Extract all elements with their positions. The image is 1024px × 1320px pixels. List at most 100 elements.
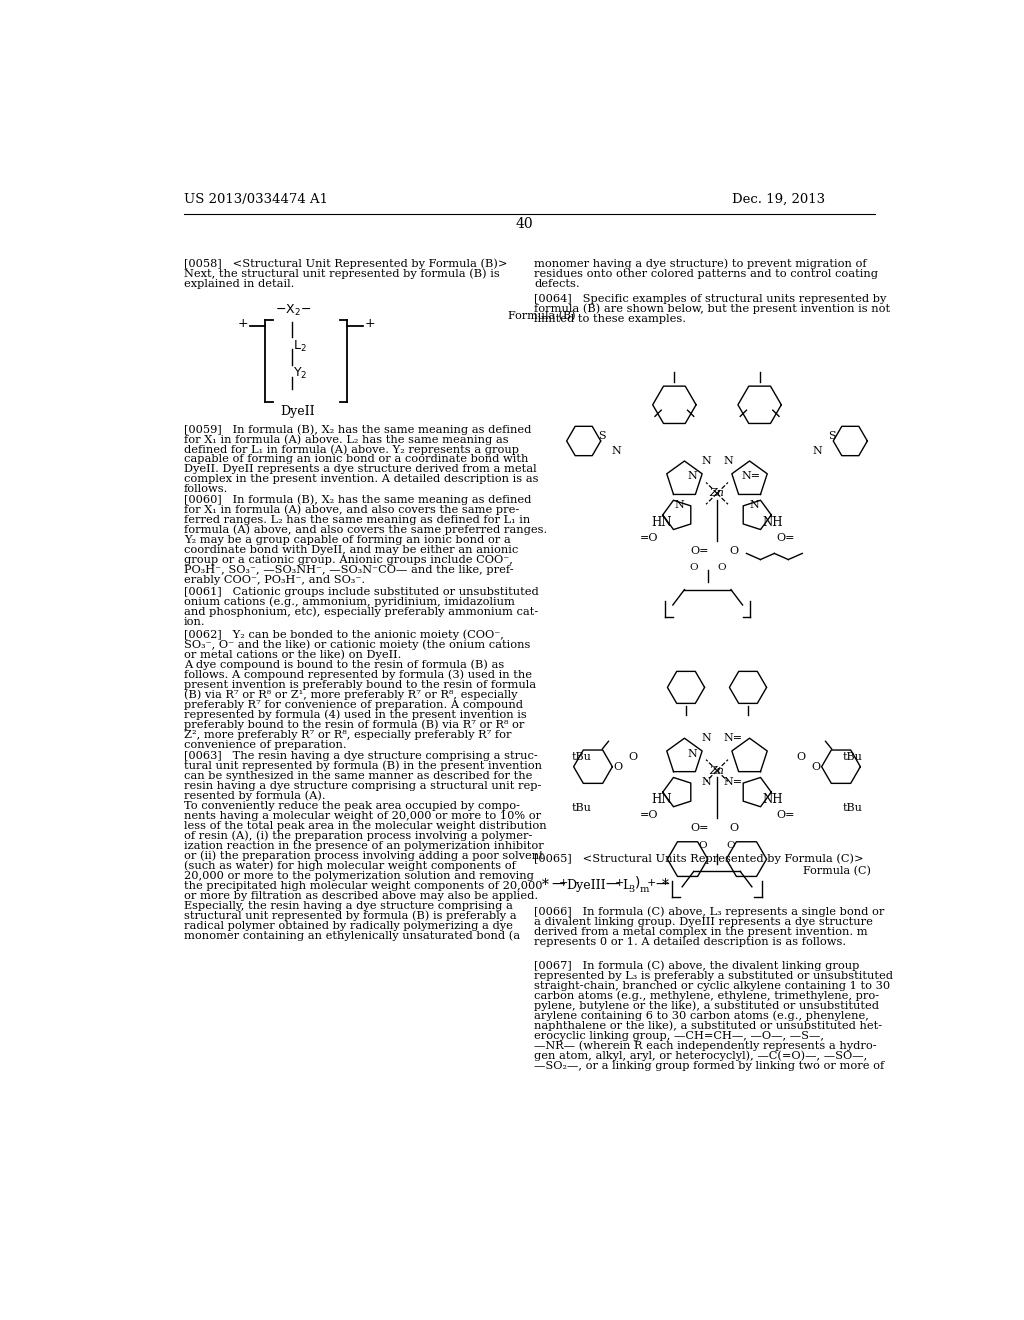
- Text: $-\mathregular{X}_2\!-$: $-\mathregular{X}_2\!-$: [275, 302, 312, 318]
- Text: tBu: tBu: [571, 803, 591, 813]
- Text: O=: O=: [776, 533, 795, 543]
- Text: Zn: Zn: [710, 766, 724, 776]
- Text: HN: HN: [651, 516, 672, 529]
- Text: ferred ranges. L₂ has the same meaning as defined for L₁ in: ferred ranges. L₂ has the same meaning a…: [183, 515, 530, 525]
- Text: N: N: [687, 748, 697, 759]
- Text: O: O: [796, 751, 805, 762]
- Text: onium cations (e.g., ammonium, pyridinium, imidazolium: onium cations (e.g., ammonium, pyridiniu…: [183, 597, 515, 607]
- Text: for X₁ in formula (A) above, and also covers the same pre-: for X₁ in formula (A) above, and also co…: [183, 506, 519, 516]
- Text: —: —: [655, 878, 669, 892]
- Text: follows.: follows.: [183, 484, 228, 494]
- Text: S: S: [598, 430, 606, 441]
- Text: tBu: tBu: [571, 751, 591, 762]
- Text: O: O: [689, 564, 698, 573]
- Text: tural unit represented by formula (B) in the present invention: tural unit represented by formula (B) in…: [183, 760, 542, 771]
- Text: structural unit represented by formula (B) is preferably a: structural unit represented by formula (…: [183, 911, 516, 921]
- Text: group or a cationic group. Anionic groups include COO⁻,: group or a cationic group. Anionic group…: [183, 554, 513, 565]
- Text: N: N: [687, 471, 697, 482]
- Text: NH: NH: [763, 793, 783, 807]
- Text: HN: HN: [651, 793, 672, 807]
- Text: carbon atoms (e.g., methylene, ethylene, trimethylene, pro-: carbon atoms (e.g., methylene, ethylene,…: [535, 991, 880, 1002]
- Text: +: +: [365, 317, 375, 330]
- Text: [0060]   In formula (B), X₂ has the same meaning as defined: [0060] In formula (B), X₂ has the same m…: [183, 495, 531, 506]
- Text: present invention is preferably bound to the resin of formula: present invention is preferably bound to…: [183, 680, 536, 689]
- Text: DyeII: DyeII: [281, 405, 315, 418]
- Text: or more by filtration as described above may also be applied.: or more by filtration as described above…: [183, 891, 538, 900]
- Text: O: O: [613, 762, 623, 772]
- Text: O: O: [729, 546, 738, 556]
- Text: $\mathregular{L}_2$: $\mathregular{L}_2$: [293, 339, 307, 354]
- Text: explained in detail.: explained in detail.: [183, 279, 294, 289]
- Text: Z², more preferably R⁷ or R⁸, especially preferably R⁷ for: Z², more preferably R⁷ or R⁸, especially…: [183, 730, 511, 739]
- Text: [0062]   Y₂ can be bonded to the anionic moiety (COO⁻,: [0062] Y₂ can be bonded to the anionic m…: [183, 630, 504, 640]
- Text: and phosphonium, etc), especially preferably ammonium cat-: and phosphonium, etc), especially prefer…: [183, 607, 538, 618]
- Text: N: N: [723, 455, 733, 466]
- Text: [0059]   In formula (B), X₂ has the same meaning as defined: [0059] In formula (B), X₂ has the same m…: [183, 424, 531, 434]
- Text: pylene, butylene or the like), a substituted or unsubstituted: pylene, butylene or the like), a substit…: [535, 1001, 879, 1011]
- Text: represented by L₃ is preferably a substituted or unsubstituted: represented by L₃ is preferably a substi…: [535, 970, 893, 981]
- Text: Zn: Zn: [710, 488, 724, 499]
- Text: residues onto other colored patterns and to control coating: residues onto other colored patterns and…: [535, 268, 879, 279]
- Text: defined for L₁ in formula (A) above. Y₂ represents a group: defined for L₁ in formula (A) above. Y₂ …: [183, 444, 519, 454]
- Text: complex in the present invention. A detailed description is as: complex in the present invention. A deta…: [183, 474, 539, 484]
- Text: *: *: [662, 878, 669, 892]
- Text: N: N: [675, 500, 685, 510]
- Text: N=: N=: [723, 777, 742, 787]
- Text: L: L: [623, 879, 631, 892]
- Text: $\mathregular{Y}_2$: $\mathregular{Y}_2$: [293, 367, 307, 381]
- Text: m: m: [640, 884, 649, 894]
- Text: Y₂ may be a group capable of forming an ionic bond or a: Y₂ may be a group capable of forming an …: [183, 535, 511, 545]
- Text: SO₃⁻, O⁻ and the like) or cationic moiety (the onium cations: SO₃⁻, O⁻ and the like) or cationic moiet…: [183, 640, 530, 651]
- Text: O=: O=: [776, 810, 795, 820]
- Text: *: *: [542, 878, 549, 892]
- Text: =O: =O: [640, 810, 658, 820]
- Text: —NR— (wherein R each independently represents a hydro-: —NR— (wherein R each independently repre…: [535, 1040, 877, 1052]
- Text: less of the total peak area in the molecular weight distribution: less of the total peak area in the molec…: [183, 821, 547, 830]
- Text: gen atom, alkyl, aryl, or heterocyclyl), —C(=O)—, —SO—,: gen atom, alkyl, aryl, or heterocyclyl),…: [535, 1051, 867, 1061]
- Text: monomer containing an ethylenically unsaturated bond (a: monomer containing an ethylenically unsa…: [183, 931, 520, 941]
- Text: ion.: ion.: [183, 616, 206, 627]
- Text: Formula (C): Formula (C): [803, 866, 870, 876]
- Text: ization reaction in the presence of an polymerization inhibitor: ization reaction in the presence of an p…: [183, 841, 544, 850]
- Text: preferably R⁷ for convenience of preparation. A compound: preferably R⁷ for convenience of prepara…: [183, 700, 523, 710]
- Text: (such as water) for high molecular weight components of: (such as water) for high molecular weigh…: [183, 861, 516, 871]
- Text: N=: N=: [723, 733, 742, 743]
- Text: nents having a molecular weight of 20,000 or more to 10% or: nents having a molecular weight of 20,00…: [183, 810, 541, 821]
- Text: 40: 40: [516, 216, 534, 231]
- Text: 20,000 or more to the polymerization solution and removing: 20,000 or more to the polymerization sol…: [183, 871, 534, 880]
- Text: DyeIII: DyeIII: [566, 879, 606, 892]
- Text: O=: O=: [691, 824, 710, 833]
- Text: O: O: [629, 751, 638, 762]
- Text: N: N: [701, 777, 711, 787]
- Text: erably COO⁻, PO₃H⁻, and SO₃⁻.: erably COO⁻, PO₃H⁻, and SO₃⁻.: [183, 576, 365, 585]
- Text: A dye compound is bound to the resin of formula (B) as: A dye compound is bound to the resin of …: [183, 660, 504, 671]
- Text: Dec. 19, 2013: Dec. 19, 2013: [732, 193, 825, 206]
- Text: formula (B) are shown below, but the present invention is not: formula (B) are shown below, but the pre…: [535, 304, 890, 314]
- Text: (B) via R⁷ or R⁸ or Z¹, more preferably R⁷ or R⁸, especially: (B) via R⁷ or R⁸ or Z¹, more preferably …: [183, 689, 517, 701]
- Text: capable of forming an ionic bond or a coordinate bond with: capable of forming an ionic bond or a co…: [183, 454, 528, 465]
- Text: coordinate bond with DyeII, and may be either an anionic: coordinate bond with DyeII, and may be e…: [183, 545, 518, 554]
- Text: Especially, the resin having a dye structure comprising a: Especially, the resin having a dye struc…: [183, 900, 513, 911]
- Text: can be synthesized in the same manner as described for the: can be synthesized in the same manner as…: [183, 771, 532, 780]
- Text: —SO₂—, or a linking group formed by linking two or more of: —SO₂—, or a linking group formed by link…: [535, 1061, 885, 1071]
- Text: or metal cations or the like) on DyeII.: or metal cations or the like) on DyeII.: [183, 649, 401, 660]
- Text: straight-chain, branched or cyclic alkylene containing 1 to 30: straight-chain, branched or cyclic alkyl…: [535, 981, 890, 991]
- Text: [0067]   In formula (C) above, the divalent linking group: [0067] In formula (C) above, the divalen…: [535, 961, 859, 972]
- Text: radical polymer obtained by radically polymerizing a dye: radical polymer obtained by radically po…: [183, 921, 513, 931]
- Text: represents 0 or 1. A detailed description is as follows.: represents 0 or 1. A detailed descriptio…: [535, 937, 846, 946]
- Text: —: —: [605, 878, 620, 892]
- Text: or (ii) the preparation process involving adding a poor solvent: or (ii) the preparation process involvin…: [183, 850, 544, 861]
- Text: To conveniently reduce the peak area occupied by compo-: To conveniently reduce the peak area occ…: [183, 800, 520, 810]
- Text: O: O: [729, 824, 738, 833]
- Text: of resin (A), (i) the preparation process involving a polymer-: of resin (A), (i) the preparation proces…: [183, 830, 532, 841]
- Text: N: N: [750, 500, 759, 510]
- Text: [0064]   Specific examples of structural units represented by: [0064] Specific examples of structural u…: [535, 294, 887, 304]
- Text: the precipitated high molecular weight components of 20,000: the precipitated high molecular weight c…: [183, 880, 543, 891]
- Text: O: O: [718, 564, 726, 573]
- Text: US 2013/0334474 A1: US 2013/0334474 A1: [183, 193, 328, 206]
- Text: O: O: [698, 841, 708, 850]
- Text: DyeII. DyeII represents a dye structure derived from a metal: DyeII. DyeII represents a dye structure …: [183, 465, 537, 474]
- Text: N: N: [701, 733, 711, 743]
- Text: O: O: [727, 841, 735, 850]
- Text: tBu: tBu: [843, 751, 862, 762]
